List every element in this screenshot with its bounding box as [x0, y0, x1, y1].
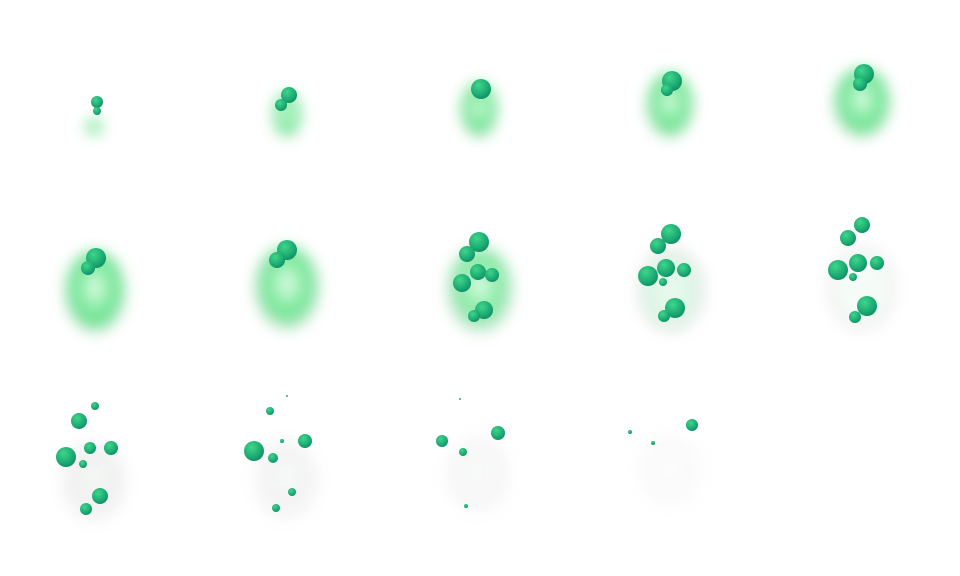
bubble — [469, 232, 489, 252]
bubble — [840, 230, 856, 246]
bubble — [828, 260, 848, 280]
bubble — [280, 439, 284, 443]
bubble — [628, 430, 632, 434]
bubble — [657, 259, 675, 277]
bubble — [266, 407, 274, 415]
smoke-cloud — [253, 440, 319, 520]
bubble — [464, 504, 468, 508]
bubble — [269, 252, 285, 268]
bubble — [288, 488, 296, 496]
bubble — [650, 238, 666, 254]
bubble — [436, 435, 448, 447]
bubble — [661, 224, 681, 244]
bubble — [485, 268, 499, 282]
bubble — [459, 246, 475, 262]
bubble — [286, 395, 288, 397]
bubble — [854, 217, 870, 233]
bubble — [298, 434, 312, 448]
bubble — [661, 84, 673, 96]
bubble — [272, 504, 280, 512]
bubble — [81, 261, 95, 275]
bubble — [56, 447, 76, 467]
smoke-cloud — [445, 436, 511, 514]
bubble — [459, 398, 461, 400]
bubble — [91, 402, 99, 410]
bubble — [244, 441, 264, 461]
smoke-cloud — [85, 118, 103, 136]
bubble — [71, 413, 87, 429]
bubble — [268, 453, 278, 463]
bubble — [468, 310, 480, 322]
bubble — [91, 96, 103, 108]
bubble — [686, 419, 698, 431]
bubble — [870, 256, 884, 270]
bubble — [275, 99, 287, 111]
bubble — [491, 426, 505, 440]
bubble — [638, 266, 658, 286]
bubble — [459, 448, 467, 456]
bubble — [849, 311, 861, 323]
smoke-cloud — [254, 246, 320, 330]
bubble — [79, 460, 87, 468]
bubble — [651, 441, 655, 445]
bubble — [92, 488, 108, 504]
bubble — [849, 273, 857, 281]
bubble — [857, 296, 877, 316]
bubble — [281, 87, 297, 103]
bubble — [84, 442, 96, 454]
bubble — [658, 310, 670, 322]
bubble — [677, 263, 691, 277]
smoke-cloud — [637, 432, 703, 508]
bubble — [849, 254, 867, 272]
bubble — [80, 503, 92, 515]
bubble — [470, 264, 486, 280]
bubble — [471, 79, 491, 99]
bubble — [665, 298, 685, 318]
bubble — [659, 278, 667, 286]
bubble — [104, 441, 118, 455]
bubble — [93, 107, 101, 115]
bubble — [453, 274, 471, 292]
bubble — [853, 77, 867, 91]
